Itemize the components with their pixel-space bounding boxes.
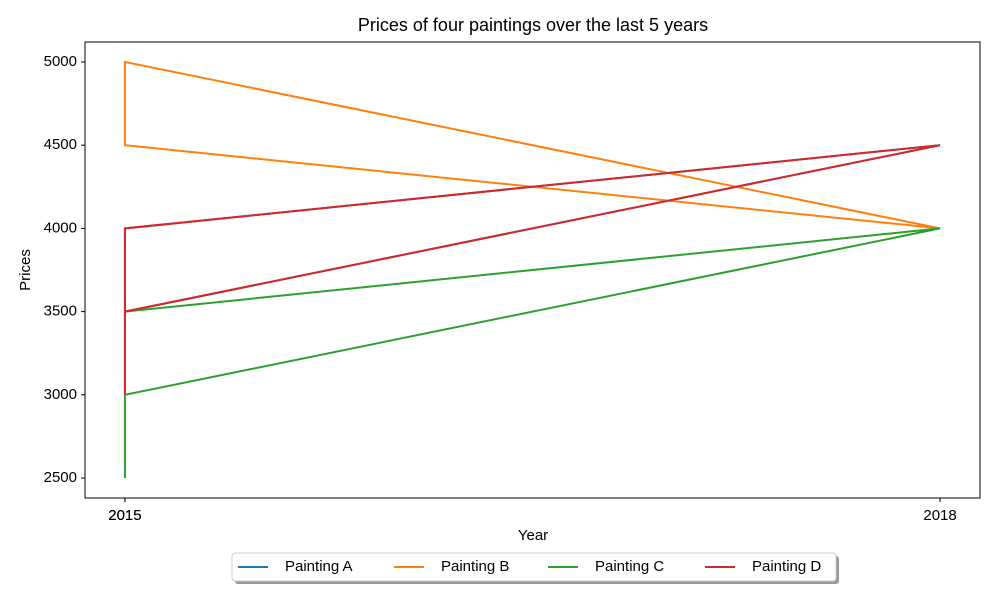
y-tick-label: 4000	[44, 219, 77, 236]
y-tick-label: 3000	[44, 386, 77, 403]
x-tick-label: 2015	[108, 507, 141, 524]
x-tick-label: 2015	[108, 507, 141, 524]
y-tick-label: 4500	[44, 136, 77, 153]
plot-frame	[84, 41, 981, 499]
y-tick-label: 3500	[44, 303, 77, 320]
legend-label: Painting C	[595, 558, 664, 575]
legend-label: Painting D	[752, 558, 821, 575]
y-axis-label: Prices	[17, 249, 34, 291]
legend-label: Painting B	[441, 558, 509, 575]
y-tick-label: 5000	[44, 53, 77, 70]
y-tick-label: 2500	[44, 469, 77, 486]
x-tick-label: 2018	[923, 507, 956, 524]
series-line	[123, 144, 941, 395]
series-line	[123, 227, 941, 479]
legend-frame	[231, 552, 837, 582]
legend-label: Painting A	[285, 558, 353, 575]
chart-title: Prices of four paintings over the last 5…	[358, 15, 708, 35]
series-line	[123, 60, 941, 230]
x-axis-label: Year	[518, 527, 548, 544]
